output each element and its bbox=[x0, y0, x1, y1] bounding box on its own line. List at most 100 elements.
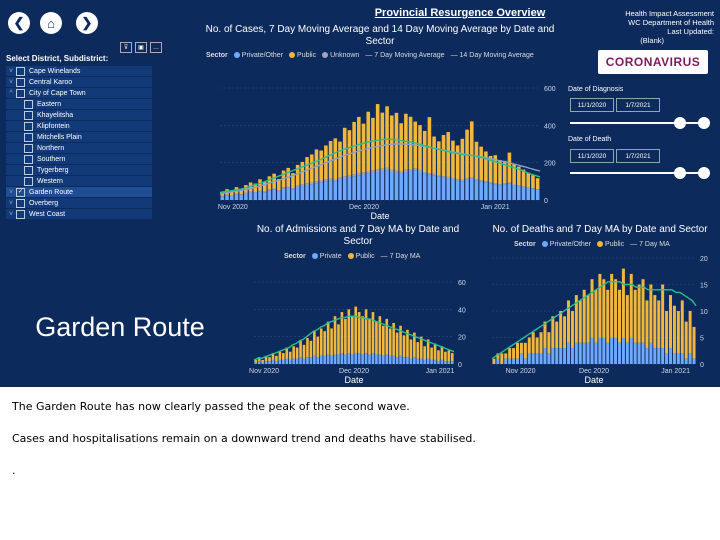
checkbox[interactable] bbox=[24, 121, 33, 131]
back-arrow-icon[interactable]: ❮ bbox=[8, 12, 30, 34]
public-bar bbox=[326, 321, 330, 355]
slider-handle-end[interactable] bbox=[698, 167, 710, 179]
slicer-item-label: Tygerberg bbox=[37, 166, 69, 174]
slicer-item[interactable]: Northern bbox=[6, 143, 152, 154]
unknown-bar bbox=[479, 180, 483, 182]
private-bar bbox=[508, 358, 512, 364]
slicer-item[interactable]: Eastern bbox=[6, 99, 152, 110]
private-bar bbox=[229, 195, 234, 200]
diagnosis-from-input[interactable]: 11/1/2020 bbox=[570, 98, 614, 112]
checkbox[interactable] bbox=[24, 143, 33, 153]
public-bar bbox=[257, 357, 261, 362]
legend-label: Unknown bbox=[330, 52, 360, 59]
slicer-toolbar: ⊽ ▣ … bbox=[120, 42, 162, 53]
public-bar bbox=[602, 279, 606, 338]
slicer-item[interactable]: Western bbox=[6, 176, 152, 187]
chevron-down-icon[interactable]: ˅ bbox=[8, 67, 14, 75]
slicer-item[interactable]: Klipfontein bbox=[6, 121, 152, 132]
private-bar bbox=[254, 362, 258, 364]
slider-handle-end[interactable] bbox=[698, 117, 710, 129]
public-bar bbox=[567, 300, 570, 343]
death-to-input[interactable]: 1/7/2021 bbox=[616, 149, 660, 163]
slicer-item[interactable]: ˅ Overberg bbox=[6, 198, 152, 209]
private-bar bbox=[684, 358, 688, 364]
checkbox[interactable] bbox=[24, 132, 33, 142]
slicer-item[interactable]: ^ City of Cape Town bbox=[6, 88, 152, 99]
public-bar bbox=[248, 182, 253, 192]
cases-legend: Sector Private/Other Public Unknown — 7 … bbox=[206, 52, 534, 59]
checkbox[interactable] bbox=[16, 77, 25, 87]
diagnosis-slider[interactable] bbox=[570, 117, 710, 129]
public-bar bbox=[469, 121, 474, 178]
private-bar bbox=[621, 337, 625, 364]
death-slider[interactable] bbox=[570, 167, 710, 179]
checkbox[interactable]: ✓ bbox=[16, 187, 25, 197]
checkbox[interactable] bbox=[16, 198, 25, 208]
forward-arrow-icon[interactable]: ❯ bbox=[76, 12, 98, 34]
unknown-bar bbox=[422, 172, 427, 174]
unknown-bar bbox=[333, 179, 338, 182]
death-from-input[interactable]: 11/1/2020 bbox=[570, 149, 614, 163]
checkbox[interactable] bbox=[24, 154, 33, 164]
y-tick-label: 10 bbox=[700, 309, 708, 316]
private-bar bbox=[385, 170, 389, 200]
deaths-chart: 0 5 10 15 20 Nov 2020 Dec 2020 Jan 2021 Date bbox=[491, 256, 708, 385]
private-bar bbox=[419, 358, 423, 364]
slicer-item[interactable]: ˅ Central Karoo bbox=[6, 77, 152, 88]
public-bar bbox=[586, 295, 590, 343]
checkbox[interactable] bbox=[24, 99, 33, 109]
unknown-bar bbox=[366, 171, 371, 174]
unknown-bar bbox=[380, 168, 385, 172]
more-options-icon[interactable]: … bbox=[150, 42, 162, 53]
focus-mode-icon[interactable]: ▣ bbox=[135, 42, 147, 53]
chevron-down-icon[interactable]: ˅ bbox=[8, 188, 14, 196]
assessment-line: Health Impact Assessment bbox=[625, 9, 714, 18]
slicer-item[interactable]: Mitchells Plain bbox=[6, 132, 152, 143]
private-bar bbox=[361, 354, 364, 364]
unknown-bar bbox=[225, 194, 229, 196]
chevron-down-icon[interactable]: ˅ bbox=[8, 78, 14, 86]
private-bar bbox=[285, 358, 289, 364]
slicer-item[interactable]: ˅ West Coast bbox=[6, 209, 152, 220]
private-bar bbox=[606, 342, 610, 364]
private-bar bbox=[316, 357, 320, 364]
unknown-bar bbox=[394, 170, 399, 173]
checkbox[interactable] bbox=[24, 165, 33, 175]
public-bar bbox=[492, 358, 496, 364]
private-bar bbox=[446, 178, 451, 200]
slicer-item[interactable]: ˅ Cape Winelands bbox=[6, 66, 152, 77]
slicer-item[interactable]: Khayelitsha bbox=[6, 110, 152, 121]
unknown-bar bbox=[300, 184, 305, 186]
slicer-item[interactable]: Tygerberg bbox=[6, 165, 152, 176]
private-bar bbox=[319, 182, 323, 200]
public-bar bbox=[423, 346, 426, 360]
checkbox[interactable] bbox=[24, 110, 33, 120]
public-bar bbox=[409, 339, 413, 359]
checkbox[interactable] bbox=[16, 88, 25, 98]
filter-icon[interactable]: ⊽ bbox=[120, 42, 132, 53]
private-bar bbox=[234, 194, 239, 200]
private-bar bbox=[423, 359, 426, 364]
private-bar bbox=[539, 353, 543, 364]
public-bar bbox=[347, 309, 351, 354]
checkbox[interactable] bbox=[24, 176, 33, 186]
private-bar bbox=[292, 358, 295, 364]
public-bar bbox=[364, 309, 368, 354]
slider-handle-start[interactable] bbox=[674, 167, 686, 179]
chevron-up-icon[interactable]: ^ bbox=[9, 89, 13, 97]
slicer-item[interactable]: Southern bbox=[6, 154, 152, 165]
chevron-down-icon[interactable]: ˅ bbox=[8, 199, 14, 207]
slider-handle-start[interactable] bbox=[674, 117, 686, 129]
home-icon[interactable]: ⌂ bbox=[40, 12, 62, 34]
public-bar bbox=[416, 342, 420, 359]
checkbox[interactable] bbox=[16, 209, 25, 219]
admissions-chart: 0 20 40 60 Nov 2020 Dec 2020 Jan 2021 Date bbox=[249, 280, 466, 385]
diagnosis-to-input[interactable]: 1/7/2021 bbox=[616, 98, 660, 112]
private-bar bbox=[430, 359, 433, 364]
checkbox[interactable] bbox=[16, 66, 25, 76]
slicer-item-label: Klipfontein bbox=[37, 122, 70, 130]
private-bar bbox=[378, 354, 382, 364]
chevron-down-icon[interactable]: ˅ bbox=[8, 210, 14, 218]
slicer-item[interactable]: ˅ ✓ Garden Route bbox=[6, 187, 152, 198]
private-bar bbox=[535, 353, 539, 364]
